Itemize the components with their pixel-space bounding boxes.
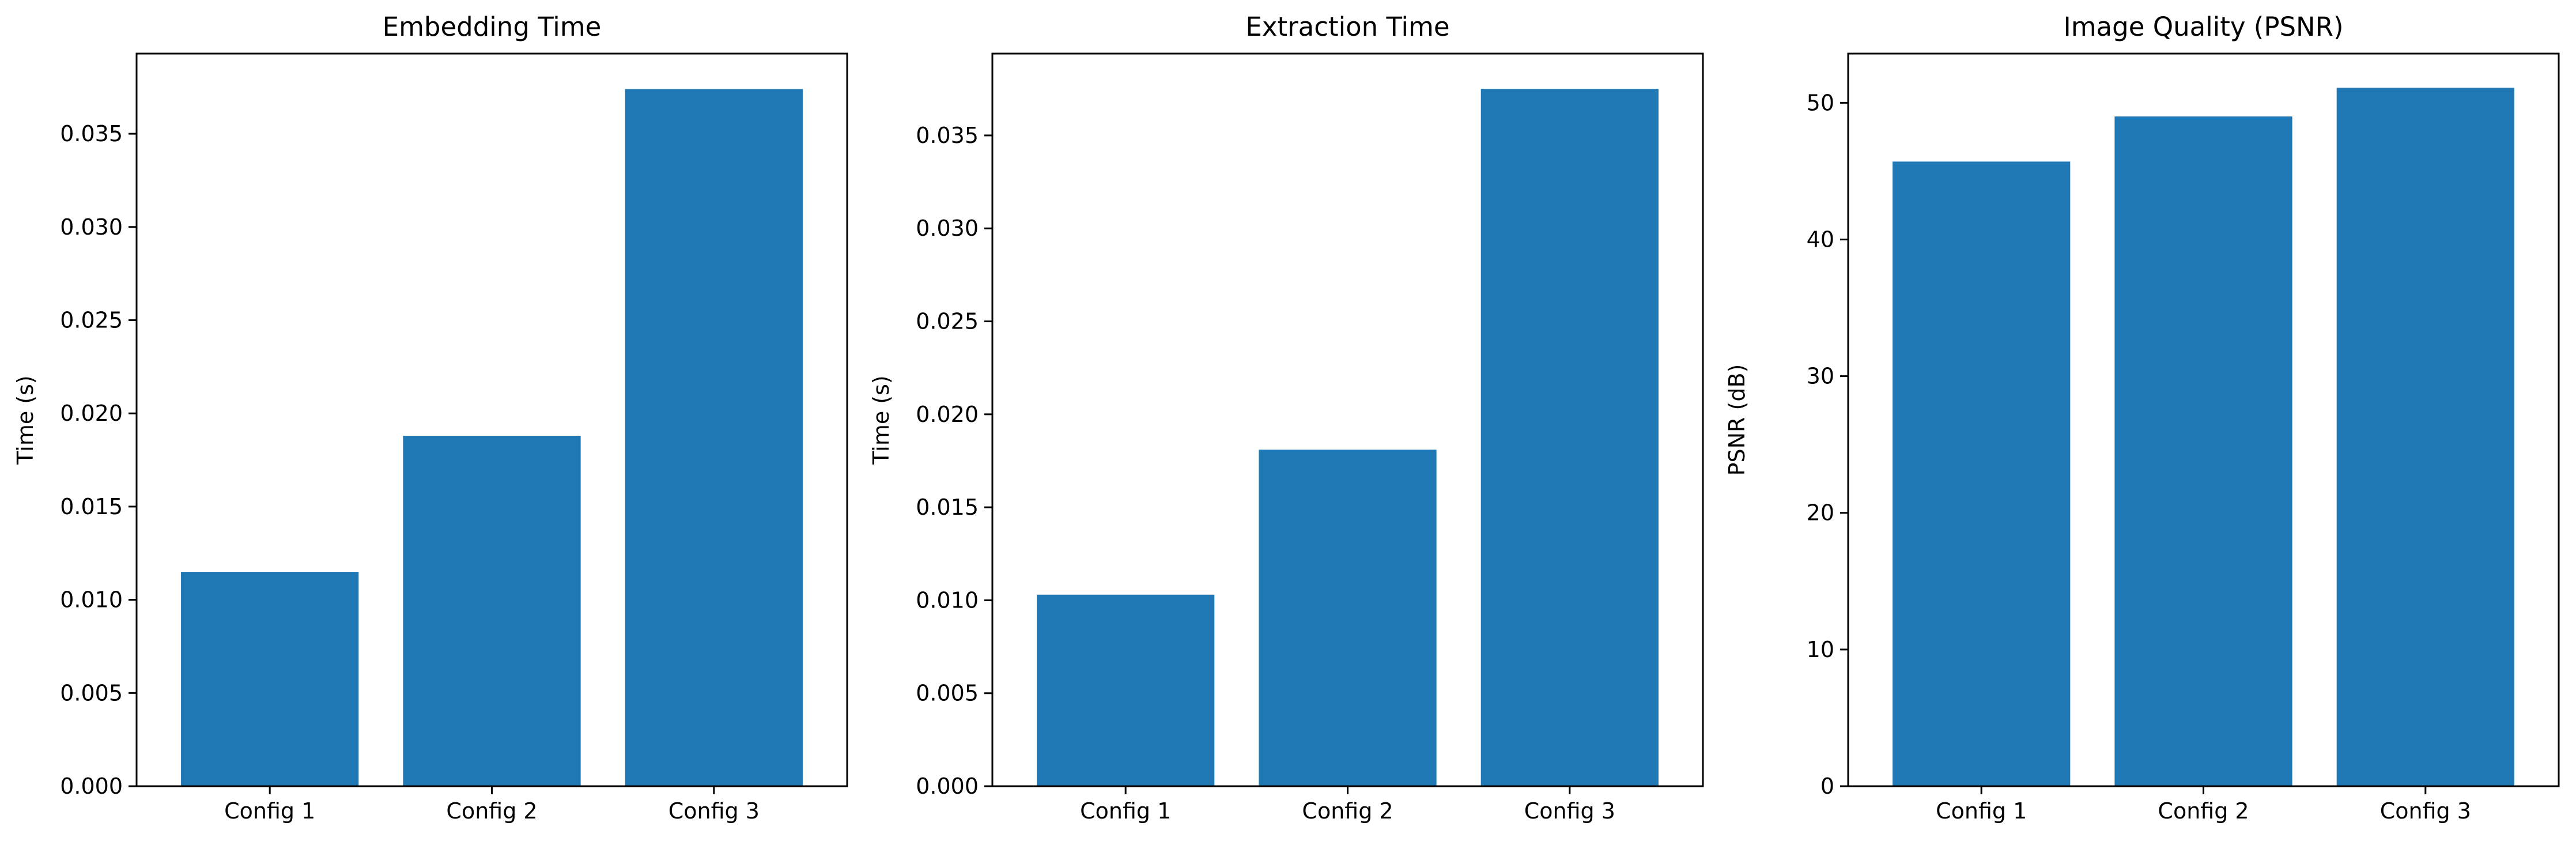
- chart-title: Image Quality (PSNR): [2063, 12, 2343, 42]
- y-tick-label: 0.035: [60, 121, 123, 146]
- x-tick-label: Config 2: [446, 798, 537, 824]
- bar: [2336, 88, 2514, 786]
- y-axis-label: Time (s): [13, 375, 38, 465]
- bars: [1037, 89, 1659, 787]
- ticks: 0.000 0.005 0.010 0.015 0.020 0.025 0.030 0.035…: [60, 121, 760, 824]
- y-tick-label: 0.015: [916, 495, 979, 520]
- bar: [403, 435, 581, 786]
- y-tick-label: 0.020: [916, 402, 979, 427]
- y-tick-label: 0.010: [916, 587, 979, 613]
- x-tick-label: Config 2: [2158, 798, 2249, 824]
- ticks: 0 10 20 30 40 50 Config 1 Config 2 Config 3: [1807, 90, 2471, 824]
- y-tick-label: 0.020: [60, 401, 123, 426]
- bar: [181, 572, 359, 786]
- y-axis-label: Time (s): [868, 375, 894, 465]
- bar: [1037, 594, 1215, 786]
- x-tick-label: Config 3: [1524, 798, 1615, 824]
- bar: [1893, 161, 2071, 787]
- ticks: 0.000 0.005 0.010 0.015 0.020 0.025 0.030 0.035…: [916, 123, 1615, 824]
- x-tick-label: Config 2: [1302, 798, 1393, 824]
- y-tick-label: 0.000: [916, 774, 979, 799]
- y-axis-label: PSNR (dB): [1724, 364, 1750, 476]
- y-tick-label: 0.005: [60, 680, 123, 706]
- y-tick-label: 0.010: [60, 587, 123, 613]
- x-tick-label: Config 3: [2380, 798, 2471, 824]
- chart-embedding-time: Embedding Time Time (s) 0.0000.0050.0100…: [13, 12, 848, 824]
- y-tick-label: 50: [1807, 90, 1834, 115]
- y-tick-label: 40: [1807, 227, 1834, 252]
- y-tick-label: 0.030: [916, 216, 979, 241]
- bars: [1893, 88, 2514, 787]
- x-tick-label: Config 1: [1936, 798, 2027, 824]
- bar: [1480, 89, 1659, 787]
- y-tick-label: 0.030: [60, 214, 123, 240]
- bar: [2114, 116, 2292, 786]
- axes-frame: [991, 52, 1704, 787]
- y-tick-label: 20: [1807, 500, 1834, 526]
- chart-title: Embedding Time: [383, 12, 602, 42]
- y-tick-label: 0.000: [60, 774, 123, 799]
- chart-title: Extraction Time: [1245, 12, 1449, 42]
- axes-frame: [1847, 52, 2560, 787]
- y-tick-label: 0.025: [916, 309, 979, 334]
- chart-image-quality: Image Quality (PSNR) PSNR (dB) 0 10 20 30 40…: [1724, 12, 2560, 824]
- bar: [625, 89, 803, 786]
- x-tick-label: Config 3: [668, 798, 760, 824]
- bar: [1259, 450, 1437, 786]
- y-tick-label: 0.005: [916, 681, 979, 706]
- y-tick-label: 30: [1807, 364, 1834, 389]
- y-tick-label: 0.035: [916, 123, 979, 148]
- bars: [181, 89, 803, 786]
- y-tick-label: 0: [1820, 774, 1834, 799]
- y-tick-label: 0.015: [60, 494, 123, 519]
- x-tick-label: Config 1: [1080, 798, 1171, 824]
- chart-extraction-time: Extraction Time Time (s) 0.000 0.005 0.010…: [868, 12, 1704, 824]
- x-tick-label: Config 1: [224, 798, 315, 824]
- y-tick-label: 0.025: [60, 307, 123, 333]
- axes-frame: [135, 52, 848, 787]
- y-tick-label: 10: [1807, 637, 1834, 662]
